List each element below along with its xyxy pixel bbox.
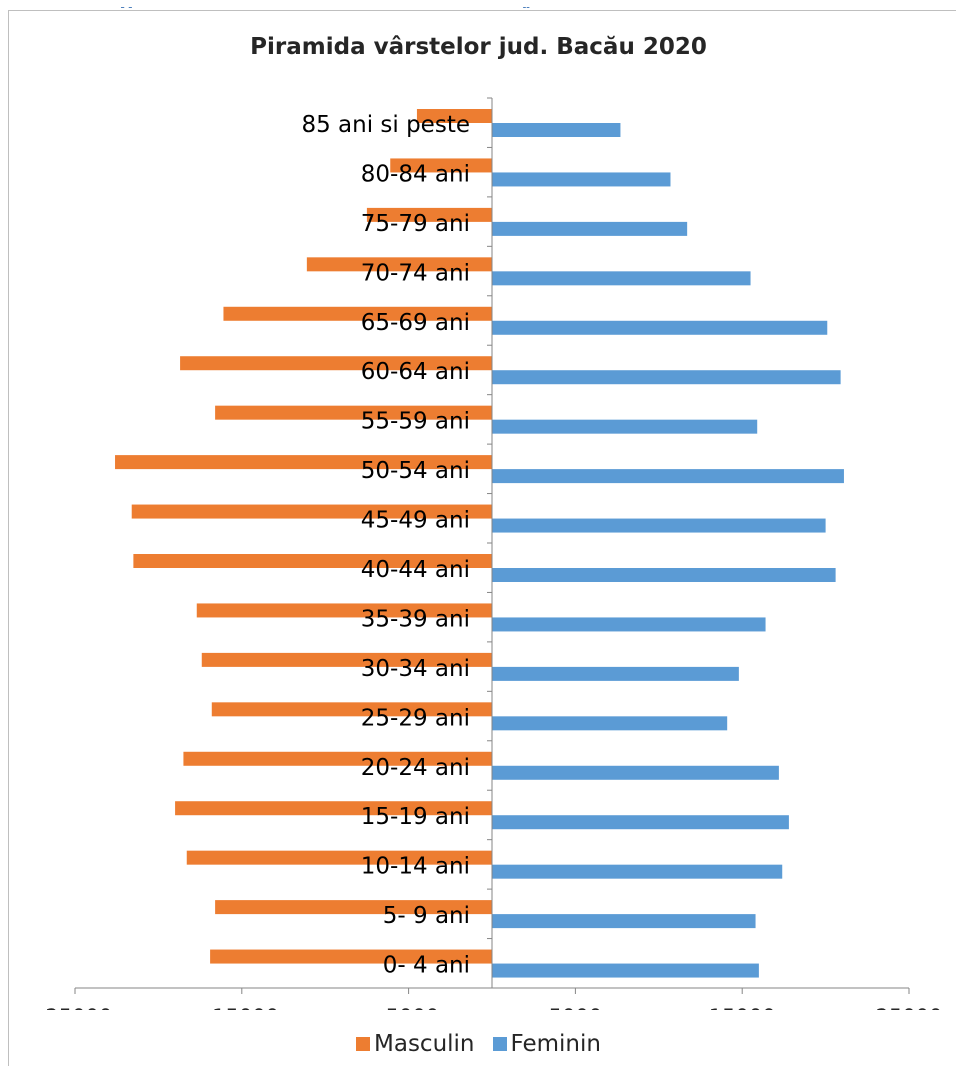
bar-feminin [492, 914, 756, 929]
legend-swatch-feminin [492, 1037, 507, 1051]
bar-masculin [201, 652, 492, 667]
category-label: 50-54 ani [361, 458, 470, 484]
x-tick-label: 25000 [876, 1005, 943, 1010]
legend-label-feminin: Feminin [510, 1031, 601, 1057]
x-tick-label: 15000 [709, 1005, 776, 1010]
category-label: 70-74 ani [361, 260, 470, 286]
bar-masculin [186, 850, 493, 865]
bar-masculin [180, 356, 493, 371]
bar-masculin [175, 801, 492, 816]
bar-feminin [492, 666, 739, 681]
category-label: 80-84 ani [361, 161, 470, 187]
bar-feminin [492, 716, 728, 731]
bar-feminin [492, 765, 779, 780]
bar-masculin [416, 109, 492, 123]
bar-masculin [133, 554, 492, 568]
bar-masculin [215, 405, 492, 420]
bar-masculin [306, 257, 492, 272]
bar-feminin [492, 271, 751, 286]
bar-feminin [492, 221, 688, 236]
category-label: 45-49 ani [361, 508, 470, 534]
chart-frame [8, 10, 956, 1066]
category-label: 30-34 ani [361, 656, 470, 682]
bar-masculin [390, 158, 492, 173]
category-label: 75-79 ani [361, 211, 470, 237]
category-label: 5- 9 ani [383, 903, 470, 929]
legend-swatch-masculin [356, 1037, 370, 1051]
bar-feminin [492, 568, 836, 582]
x-tick-label: -25000 [38, 1005, 112, 1010]
bar-masculin [215, 900, 492, 915]
legend-item-feminin: Feminin [492, 1031, 601, 1057]
bar-masculin [183, 751, 493, 766]
x-tick-label: 5000 [549, 1005, 602, 1010]
category-label: 0- 4 ani [383, 953, 470, 979]
legend: Masculin Feminin [0, 1031, 957, 1057]
x-tick-label: -15000 [205, 1005, 279, 1010]
bar-feminin [492, 617, 766, 632]
category-label: 10-14 ani [361, 854, 470, 880]
bar-feminin [492, 320, 828, 335]
bar-feminin [492, 963, 759, 978]
bar-masculin [115, 455, 493, 470]
bar-feminin [492, 815, 789, 830]
bar-feminin [492, 123, 621, 137]
category-label: 85 ani si peste [301, 112, 470, 138]
chart-title: Piramida vârstelor jud. Bacău 2020 [250, 34, 707, 60]
bar-feminin [492, 518, 826, 533]
bar-masculin [210, 949, 492, 964]
bar-masculin [196, 603, 492, 618]
category-label: 15-19 ani [361, 804, 470, 830]
category-label: 60-64 ani [361, 359, 470, 385]
category-label: 25-29 ani [361, 705, 470, 731]
bar-feminin [492, 469, 844, 484]
bar-masculin [223, 306, 492, 321]
bar-feminin [492, 172, 671, 187]
bar-masculin [131, 504, 492, 519]
category-label: 20-24 ani [361, 755, 470, 781]
header-strip: g y [0, 0, 957, 8]
bar-feminin [492, 419, 758, 434]
bar-masculin [211, 702, 492, 717]
x-tick-label: -5000 [378, 1005, 439, 1010]
category-label: 55-59 ani [361, 409, 470, 435]
bar-feminin [492, 370, 841, 385]
category-label: 40-44 ani [361, 557, 470, 583]
category-label: 35-39 ani [361, 606, 470, 632]
bar-chart: 0- 4 ani 5- 9 ani 10-14 ani 15-19 ani 20-24 … [38, 97, 943, 1010]
category-label: 65-69 ani [361, 310, 470, 336]
bar-masculin [366, 207, 492, 222]
legend-item-masculin: Masculin [356, 1031, 475, 1057]
bar-feminin [492, 864, 783, 879]
legend-label-masculin: Masculin [374, 1031, 475, 1057]
